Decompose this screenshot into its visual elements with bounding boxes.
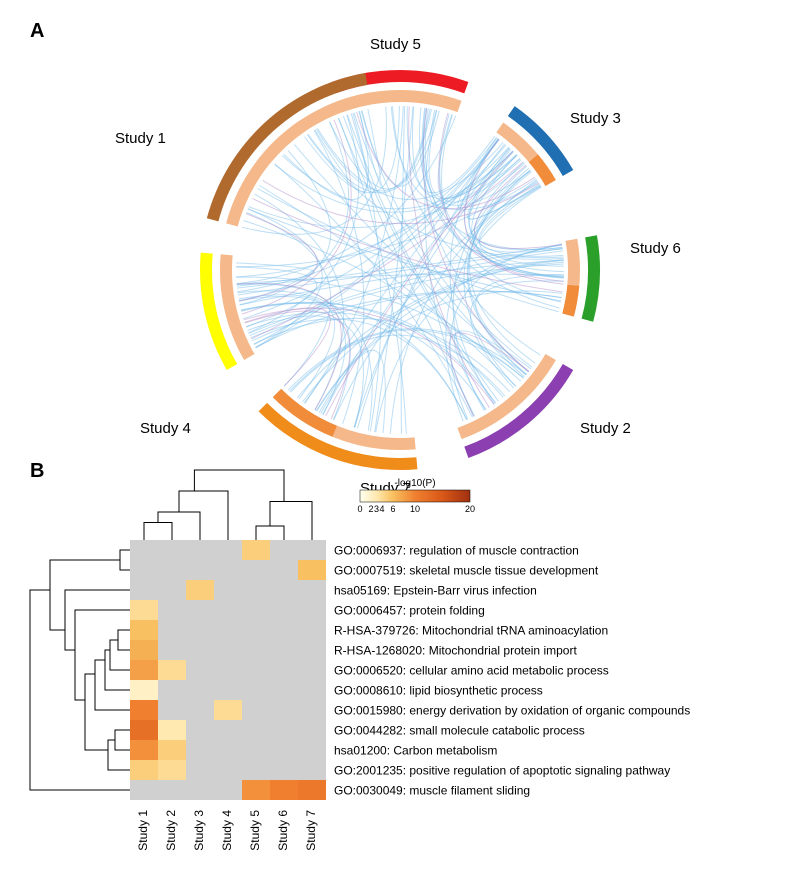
heatmap-cell bbox=[270, 780, 298, 800]
heatmap-row-label: GO:0044282: small molecule catabolic pro… bbox=[334, 723, 585, 737]
arc-inner bbox=[562, 285, 579, 317]
heatmap-col-label: Study 2 bbox=[164, 810, 178, 851]
study-label: Study 4 bbox=[140, 420, 191, 437]
panel-b: B GO:0006937: regulation of muscle contr… bbox=[20, 460, 776, 860]
heatmap-row-label: GO:0006457: protein folding bbox=[334, 603, 485, 617]
heatmap-row-label: hsa05169: Epstein-Barr virus infection bbox=[334, 583, 537, 597]
row-dendro-branch bbox=[95, 660, 130, 710]
row-dendro-branch bbox=[120, 550, 130, 570]
colorbar-tick: 20 bbox=[465, 504, 475, 514]
col-dendro-branch bbox=[179, 491, 228, 540]
panel-a: A Study 5Study 3Study 6Study 2Study 7Stu… bbox=[20, 20, 776, 480]
heatmap-row-label: R-HSA-1268020: Mitochondrial protein imp… bbox=[334, 643, 577, 657]
colorbar bbox=[360, 490, 470, 502]
heatmap-cell bbox=[130, 680, 158, 700]
arc-inner bbox=[333, 426, 416, 450]
row-dendro-branch bbox=[118, 630, 130, 650]
colorbar-title: -log10(P) bbox=[394, 478, 435, 489]
heatmap-row-label: GO:0008610: lipid biosynthetic process bbox=[334, 683, 543, 697]
heatmap-row-label: R-HSA-379726: Mitochondrial tRNA aminoac… bbox=[334, 623, 608, 637]
heatmap-col-label: Study 7 bbox=[304, 810, 318, 851]
study-label: Study 1 bbox=[115, 130, 166, 147]
study-label: Study 6 bbox=[630, 240, 681, 257]
colorbar-tick: 3 bbox=[374, 504, 379, 514]
heatmap-cell bbox=[130, 620, 158, 640]
arc-outer bbox=[464, 364, 573, 458]
heatmap-cell bbox=[158, 660, 186, 680]
heatmap-cell bbox=[298, 780, 326, 800]
row-dendro-branch bbox=[110, 640, 130, 670]
heatmap-cell bbox=[130, 760, 158, 780]
heatmap-col-label: Study 1 bbox=[136, 810, 150, 851]
arc-outer bbox=[582, 235, 600, 321]
heatmap-row-label: GO:0030049: muscle filament sliding bbox=[334, 783, 530, 797]
panel-a-label: A bbox=[30, 20, 44, 43]
heatmap-col-label: Study 6 bbox=[276, 810, 290, 851]
heatmap-col-label: Study 5 bbox=[248, 810, 262, 851]
heatmap-row-label: GO:0007519: skeletal muscle tissue devel… bbox=[334, 563, 599, 577]
arc-inner bbox=[565, 239, 580, 286]
study-label: Study 2 bbox=[580, 420, 631, 437]
row-dendro-branch bbox=[50, 560, 120, 630]
heatmap-cell bbox=[130, 600, 158, 620]
heatmap-cell bbox=[130, 660, 158, 680]
heatmap-cell bbox=[130, 740, 158, 760]
heatmap-row-label: GO:0015980: energy derivation by oxidati… bbox=[334, 703, 690, 717]
heatmap-row-label: GO:2001235: positive regulation of apopt… bbox=[334, 763, 670, 777]
col-dendro-branch bbox=[270, 502, 312, 541]
heatmap-plot: GO:0006937: regulation of muscle contrac… bbox=[20, 460, 776, 860]
row-dendro-branch bbox=[108, 740, 130, 770]
study-label: Study 5 bbox=[370, 36, 421, 53]
heatmap-cell bbox=[214, 700, 242, 720]
col-dendro-branch bbox=[256, 526, 284, 540]
heatmap-col-label: Study 3 bbox=[192, 810, 206, 851]
heatmap-cell bbox=[158, 740, 186, 760]
heatmap-cell bbox=[130, 720, 158, 740]
colorbar-tick: 6 bbox=[390, 504, 395, 514]
heatmap-cell bbox=[130, 700, 158, 720]
row-dendro-branch bbox=[75, 610, 130, 700]
study-label: Study 3 bbox=[570, 110, 621, 127]
heatmap-cell bbox=[298, 560, 326, 580]
heatmap-cell bbox=[242, 780, 270, 800]
colorbar-tick: 4 bbox=[379, 504, 384, 514]
heatmap-cell bbox=[186, 580, 214, 600]
col-dendro-branch bbox=[194, 470, 284, 502]
colorbar-tick: 0 bbox=[357, 504, 362, 514]
heatmap-cell bbox=[158, 720, 186, 740]
colorbar-tick: 10 bbox=[410, 504, 420, 514]
heatmap-cell bbox=[242, 540, 270, 560]
colorbar-tick: 2 bbox=[368, 504, 373, 514]
heatmap-row-label: hsa01200: Carbon metabolism bbox=[334, 743, 497, 757]
col-dendro-branch bbox=[144, 523, 172, 541]
heatmap-row-label: GO:0006520: cellular amino acid metaboli… bbox=[334, 663, 609, 677]
panel-b-label: B bbox=[30, 460, 44, 483]
heatmap-cell bbox=[130, 640, 158, 660]
heatmap-cell bbox=[158, 760, 186, 780]
col-dendro-branch bbox=[158, 512, 200, 540]
heatmap-row-label: GO:0006937: regulation of muscle contrac… bbox=[334, 543, 579, 557]
heatmap-col-label: Study 4 bbox=[220, 810, 234, 851]
figure-root: A Study 5 Study 3 Study 6 Study 2 Study 7 Stu… bbox=[20, 20, 776, 860]
row-dendro-branch bbox=[115, 730, 130, 750]
